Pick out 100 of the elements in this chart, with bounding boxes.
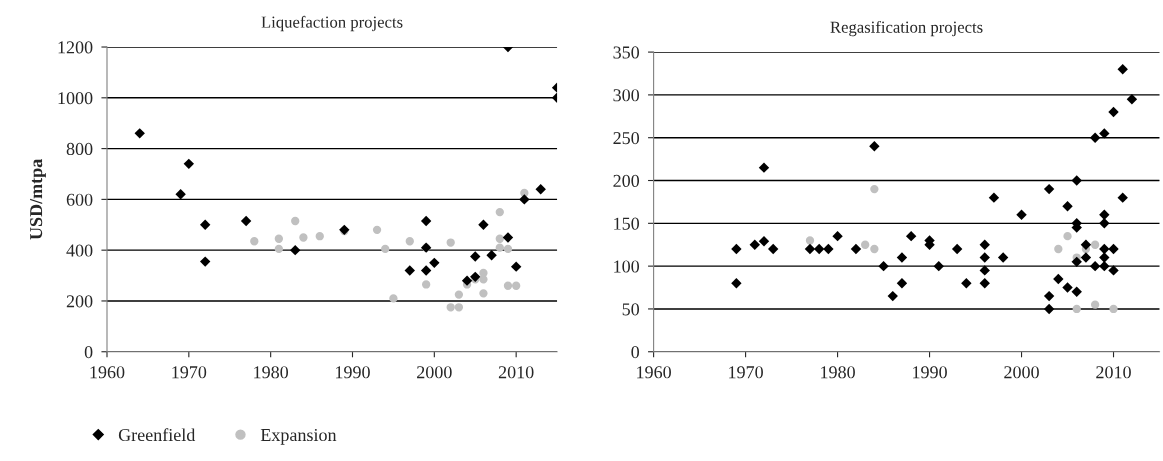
point	[1099, 252, 1110, 263]
point	[486, 250, 497, 261]
point	[470, 271, 481, 283]
legend-label: Expansion	[260, 428, 337, 445]
point	[381, 244, 390, 254]
x-tick-label: 1960	[90, 366, 125, 379]
y-tick-label: 350	[613, 46, 640, 59]
point	[1043, 303, 1055, 315]
point	[758, 236, 770, 247]
point	[200, 219, 211, 230]
point	[813, 243, 825, 255]
point	[961, 278, 972, 289]
point	[274, 244, 284, 254]
point	[1099, 218, 1110, 229]
point	[511, 281, 521, 290]
y-tick-label: 600	[66, 193, 93, 206]
y-tick-label: 0	[631, 346, 640, 359]
point	[299, 233, 308, 242]
x-tick-label: 1990	[336, 366, 370, 379]
y-tick-label: 250	[613, 131, 640, 145]
point	[1099, 260, 1110, 272]
x-tick-label: 2010	[498, 366, 534, 379]
point	[1099, 128, 1110, 139]
point	[446, 238, 455, 247]
point	[1117, 64, 1128, 75]
y-tick-label: 50	[622, 303, 640, 316]
point	[315, 232, 324, 241]
point	[1071, 256, 1082, 268]
point	[749, 239, 760, 250]
y-tick-label: 1200	[58, 41, 93, 54]
point	[1109, 304, 1118, 314]
point	[274, 234, 284, 243]
point	[805, 236, 815, 245]
point	[389, 294, 398, 303]
point	[446, 303, 455, 312]
point	[1043, 290, 1055, 302]
point	[535, 184, 546, 195]
point	[861, 240, 870, 249]
y-tick-label: 100	[614, 260, 640, 273]
point	[495, 234, 504, 243]
point	[1126, 93, 1138, 105]
point	[951, 243, 963, 255]
point	[461, 275, 473, 286]
point	[1043, 183, 1055, 195]
y-tick-label: 150	[614, 217, 640, 230]
point	[1053, 273, 1064, 285]
point	[1080, 239, 1092, 250]
point	[503, 281, 513, 290]
point	[240, 215, 252, 227]
legend-label: Greenfield	[118, 428, 196, 442]
point	[495, 243, 504, 252]
y-tick-label: 800	[66, 142, 93, 156]
x-tick-label: 2010	[1096, 366, 1131, 379]
y-tick-label: 200	[66, 295, 93, 308]
point	[850, 243, 862, 255]
point	[767, 243, 779, 255]
y-tick-label: 1000	[58, 92, 93, 105]
point	[731, 243, 742, 255]
point	[1117, 192, 1128, 203]
point	[290, 244, 301, 256]
point	[905, 230, 917, 242]
point	[429, 257, 440, 269]
point	[405, 237, 414, 246]
point	[869, 141, 880, 152]
point	[979, 265, 990, 276]
point	[421, 280, 431, 289]
point	[1062, 201, 1073, 212]
point	[1090, 240, 1100, 249]
y-tick-label: 0	[84, 346, 93, 359]
y-axis-title: USD/mtpa	[30, 159, 46, 240]
point	[1016, 209, 1027, 220]
point	[454, 290, 464, 299]
point	[731, 278, 742, 289]
point	[878, 260, 889, 272]
point	[870, 244, 879, 254]
x-tick-label: 1990	[913, 366, 947, 379]
point	[1108, 243, 1119, 255]
x-tick-label: 1980	[254, 366, 289, 379]
x-tick-label: 2000	[1004, 366, 1039, 379]
chart-title: Liquefaction projects	[261, 15, 403, 32]
point	[495, 207, 504, 217]
point	[1108, 265, 1119, 276]
x-tick-label: 1980	[821, 366, 855, 379]
point	[291, 216, 300, 226]
point	[1108, 106, 1119, 118]
point	[1080, 252, 1092, 263]
point	[896, 278, 908, 289]
point	[1063, 232, 1072, 241]
point	[502, 232, 514, 243]
point	[470, 251, 481, 262]
point	[896, 252, 908, 263]
x-tick-label: 2000	[417, 366, 452, 379]
y-tick-label: 400	[66, 244, 93, 257]
point	[372, 225, 382, 235]
point	[988, 192, 1000, 203]
point	[933, 260, 944, 272]
point	[832, 230, 843, 242]
point	[420, 265, 432, 276]
point	[454, 303, 464, 312]
point	[1071, 175, 1082, 186]
